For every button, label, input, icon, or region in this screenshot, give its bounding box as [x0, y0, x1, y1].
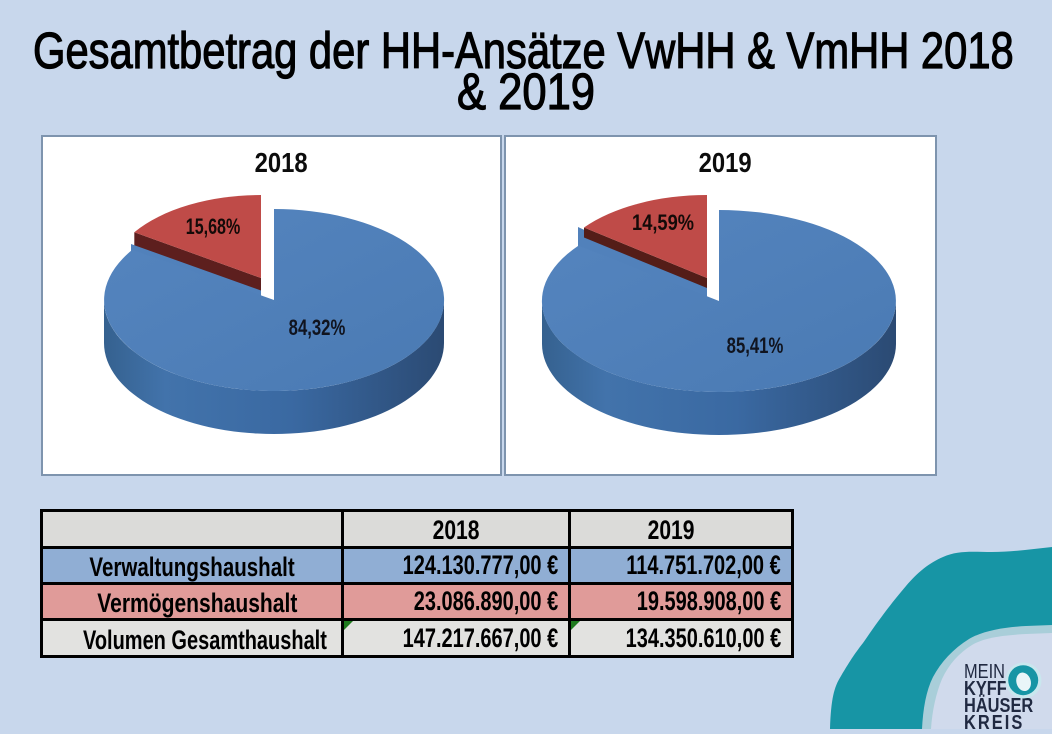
svg-text:14,59%: 14,59% [632, 212, 694, 236]
svg-text:15,68%: 15,68% [186, 216, 240, 240]
svg-text:84,32%: 84,32% [289, 316, 346, 341]
svg-text:85,41%: 85,41% [727, 334, 784, 359]
